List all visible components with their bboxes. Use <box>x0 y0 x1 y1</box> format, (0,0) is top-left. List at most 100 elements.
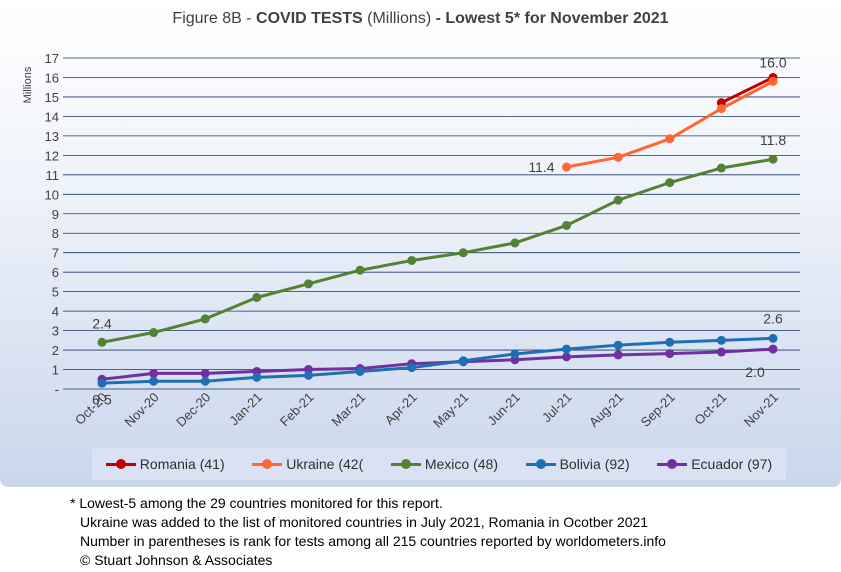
data-point <box>407 363 417 373</box>
y-tick-label: 15 <box>45 90 59 105</box>
y-tick-label: 4 <box>52 304 59 319</box>
data-point <box>665 349 675 359</box>
data-point <box>97 337 107 347</box>
data-point <box>768 76 778 86</box>
y-tick-label: 17 <box>45 51 59 66</box>
series-line <box>101 157 774 344</box>
data-point <box>149 376 159 386</box>
y-tick-label: 2 <box>52 343 59 358</box>
chart-title: Figure 8B - COVID TESTS (Millions) - Low… <box>0 10 841 28</box>
data-label: 16.0 <box>759 54 786 70</box>
legend-item: Ukraine (42( <box>252 456 363 472</box>
data-point <box>716 347 726 357</box>
data-point <box>149 368 159 378</box>
data-label: 2.6 <box>763 310 783 326</box>
legend-item: Bolivia (92) <box>525 456 630 472</box>
y-tick-label: 12 <box>45 148 59 163</box>
data-point <box>200 368 210 378</box>
series-romania <box>716 72 778 108</box>
title-bold-lowest: - Lowest 5* for November 2021 <box>435 10 669 27</box>
legend-swatch <box>657 459 688 469</box>
data-point <box>562 344 572 354</box>
x-tick-label: Nov-21 <box>741 390 781 430</box>
data-point <box>149 328 159 338</box>
title-bold-covid-tests: COVID TESTS <box>256 10 363 27</box>
data-point <box>200 314 210 324</box>
data-point <box>613 340 623 350</box>
y-tick-label: 6 <box>52 265 59 280</box>
data-point <box>562 162 572 172</box>
data-point <box>665 178 675 188</box>
data-point <box>768 154 778 164</box>
legend-item: Romania (41) <box>105 456 225 472</box>
data-point <box>200 376 210 386</box>
legend-item: Ecuador (97) <box>657 456 772 472</box>
x-tick-label: Oct-21 <box>691 390 729 428</box>
data-point <box>252 372 262 382</box>
legend-item: Mexico (48) <box>390 456 498 472</box>
x-tick-label: Jul-21 <box>539 390 575 426</box>
data-point <box>252 292 262 302</box>
data-point <box>562 220 572 230</box>
legend-swatch <box>525 459 556 469</box>
data-point <box>510 238 520 248</box>
title-prefix: Figure 8B - <box>172 10 257 27</box>
x-tick-label: Feb-21 <box>277 390 317 430</box>
title-millions: (Millions) <box>362 10 436 27</box>
y-tick-label: 3 <box>52 324 59 339</box>
legend-label: Mexico (48) <box>424 456 498 472</box>
data-point <box>355 366 365 376</box>
data-point <box>716 104 726 114</box>
data-label: 11.4 <box>528 159 554 175</box>
series-mexico <box>97 154 778 347</box>
data-labels: 16.0 11.4 11.8 2.4 2.6 2.0 0.5 <box>92 54 787 407</box>
footnote-ukraine: Ukraine was added to the list of monitor… <box>80 514 649 530</box>
legend-label: Ukraine (42( <box>286 456 364 472</box>
gridlines <box>63 57 800 390</box>
data-label: 11.8 <box>760 132 786 148</box>
footnotes: * Lowest-5 among the 29 countries monito… <box>70 494 666 570</box>
footnote-lowest: * Lowest-5 among the 29 countries monito… <box>70 495 443 511</box>
x-tick-label: Apr-21 <box>382 390 420 428</box>
x-axis-ticks: Oct-20 Nov-20 Dec-20 Jan-21 Feb-21 Mar-21 Apr-… <box>72 390 781 431</box>
legend-swatch <box>105 459 136 469</box>
y-tick-label: 8 <box>52 226 59 241</box>
series-line <box>101 336 774 385</box>
y-tick-label: 7 <box>52 246 59 261</box>
x-tick-label: Sep-21 <box>638 390 678 430</box>
footnote-rank: Number in parentheses is rank for tests … <box>80 533 666 549</box>
legend-label: Romania (41) <box>139 456 225 472</box>
y-tick-label: - <box>55 382 59 397</box>
x-tick-label: Dec-20 <box>173 390 213 430</box>
data-point <box>562 352 572 362</box>
series-ukraine <box>562 76 778 172</box>
legend-swatch <box>390 459 421 469</box>
data-point <box>303 279 313 289</box>
data-point <box>355 265 365 275</box>
y-tick-label: 13 <box>45 129 59 144</box>
data-point <box>716 163 726 173</box>
data-point <box>768 333 778 343</box>
data-point <box>458 248 468 258</box>
x-tick-label: Jan-21 <box>226 390 265 429</box>
data-point <box>665 134 675 144</box>
y-tick-label: 5 <box>52 285 59 300</box>
y-tick-label: 14 <box>45 109 59 124</box>
y-axis-label: Millions <box>22 66 34 103</box>
x-tick-label: May-21 <box>430 390 471 431</box>
data-label: 2.4 <box>92 315 112 331</box>
data-point <box>97 378 107 388</box>
data-label: 0.5 <box>92 391 112 407</box>
data-point <box>768 344 778 354</box>
y-tick-label: 1 <box>52 363 59 378</box>
data-point <box>303 370 313 380</box>
footnote-copyright: © Stuart Johnson & Associates <box>80 552 273 568</box>
data-point <box>716 335 726 345</box>
series-line <box>720 76 774 105</box>
y-tick-label: 10 <box>45 187 59 202</box>
legend-label: Ecuador (97) <box>691 456 773 472</box>
series-lines <box>97 72 778 388</box>
data-point <box>665 337 675 347</box>
